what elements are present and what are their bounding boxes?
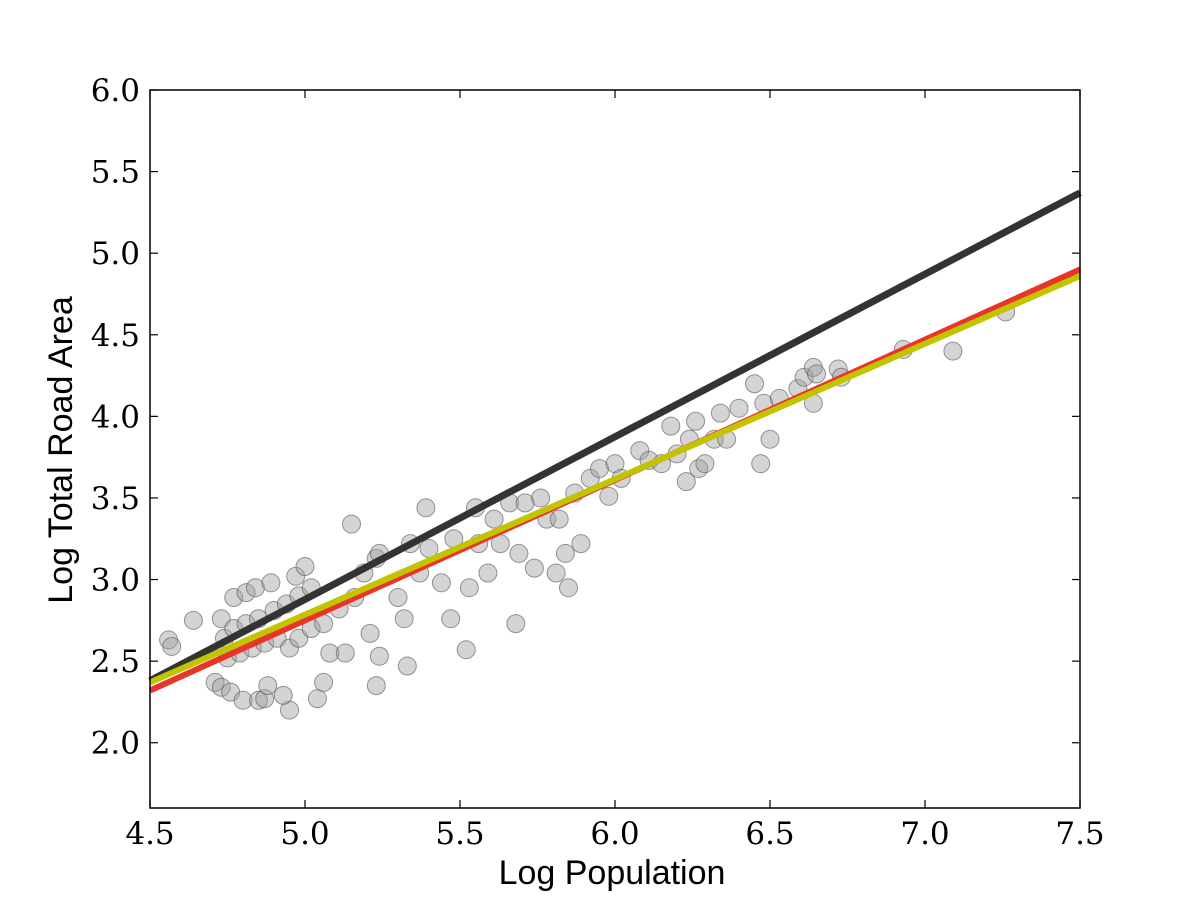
scatter-point <box>456 640 476 660</box>
scatter-point <box>549 509 569 529</box>
scatter-point <box>295 556 315 576</box>
scatter-point <box>506 614 526 634</box>
scatter-point <box>369 646 389 666</box>
scatter-point <box>273 685 293 705</box>
scatter-point <box>307 689 327 709</box>
scatter-point <box>676 472 696 492</box>
scatter-point <box>314 672 334 692</box>
scatter-point <box>366 676 386 696</box>
scatter-point <box>807 364 826 384</box>
scatter-point <box>484 509 504 529</box>
scatter-point <box>745 374 764 394</box>
scatter-point <box>546 563 566 583</box>
y-tick-label: 5.0 <box>91 236 140 272</box>
scatter-point <box>211 609 231 629</box>
scatter-point <box>236 583 256 603</box>
y-tick-label: 4.5 <box>91 318 140 354</box>
scatter-point <box>335 643 355 663</box>
scatter-point <box>388 587 408 607</box>
x-tick-label: 6.5 <box>745 816 794 852</box>
scatter-point <box>531 488 551 508</box>
scatter-point <box>245 578 265 598</box>
x-tick-label: 7.0 <box>900 816 949 852</box>
x-axis-label: Log Population <box>499 854 726 892</box>
scatter-point <box>605 454 625 474</box>
scatter-point <box>183 610 203 630</box>
y-tick-label: 3.5 <box>91 481 140 517</box>
scatter-point <box>590 459 609 479</box>
scatter-point <box>559 578 578 598</box>
fit-line <box>148 189 1082 684</box>
scatter-point <box>599 486 619 506</box>
scatter-point <box>524 558 544 578</box>
y-tick-label: 5.5 <box>91 155 140 191</box>
scatter-point <box>261 573 281 593</box>
x-tick-label: 7.5 <box>1055 816 1104 852</box>
x-tick-label: 5.0 <box>280 816 329 852</box>
scatter-point <box>729 398 749 418</box>
scatter-point <box>661 416 681 436</box>
scatter-point <box>478 563 498 583</box>
scatter-point <box>431 573 451 593</box>
scatter-point <box>211 677 231 697</box>
scatter-point <box>416 498 436 518</box>
scatter-point <box>760 429 780 449</box>
scatter-point <box>689 459 709 479</box>
y-axis-label: Log Total Road Area <box>42 296 80 604</box>
x-tick-label: 5.5 <box>435 816 484 852</box>
scatter-point <box>751 454 771 474</box>
scatter-point <box>686 411 706 431</box>
scatter-point <box>695 454 715 474</box>
y-tick-label: 6.0 <box>91 73 140 109</box>
y-tick-label: 4.0 <box>91 399 140 435</box>
fit-line <box>148 273 1082 686</box>
scatter-point <box>280 700 299 720</box>
scatter-point <box>509 543 529 563</box>
scatter-point <box>258 676 278 696</box>
scatter-point <box>320 643 340 663</box>
scatter-point <box>515 493 535 513</box>
scatter-point <box>441 609 461 629</box>
scatter-point <box>555 543 575 563</box>
y-tick-label: 3.0 <box>91 563 140 599</box>
scatter-point <box>943 341 963 361</box>
y-tick-label: 2.0 <box>91 726 140 762</box>
scatter-point <box>289 628 309 648</box>
x-tick-label: 6.0 <box>590 816 639 852</box>
scatter-point <box>249 690 268 710</box>
scatter-point <box>162 636 182 656</box>
scatter-point <box>459 578 479 598</box>
scatter-point <box>710 403 730 423</box>
scatter-point <box>342 514 361 534</box>
scatter-point <box>360 623 380 643</box>
scatter-point <box>233 690 253 710</box>
scatter-point <box>394 609 414 629</box>
x-tick-label: 4.5 <box>125 816 174 852</box>
scatter-point <box>571 534 591 554</box>
scatter-point <box>205 672 225 692</box>
scatter-point <box>397 656 417 676</box>
scatter-point <box>224 587 244 607</box>
y-tick-label: 2.5 <box>91 644 140 680</box>
